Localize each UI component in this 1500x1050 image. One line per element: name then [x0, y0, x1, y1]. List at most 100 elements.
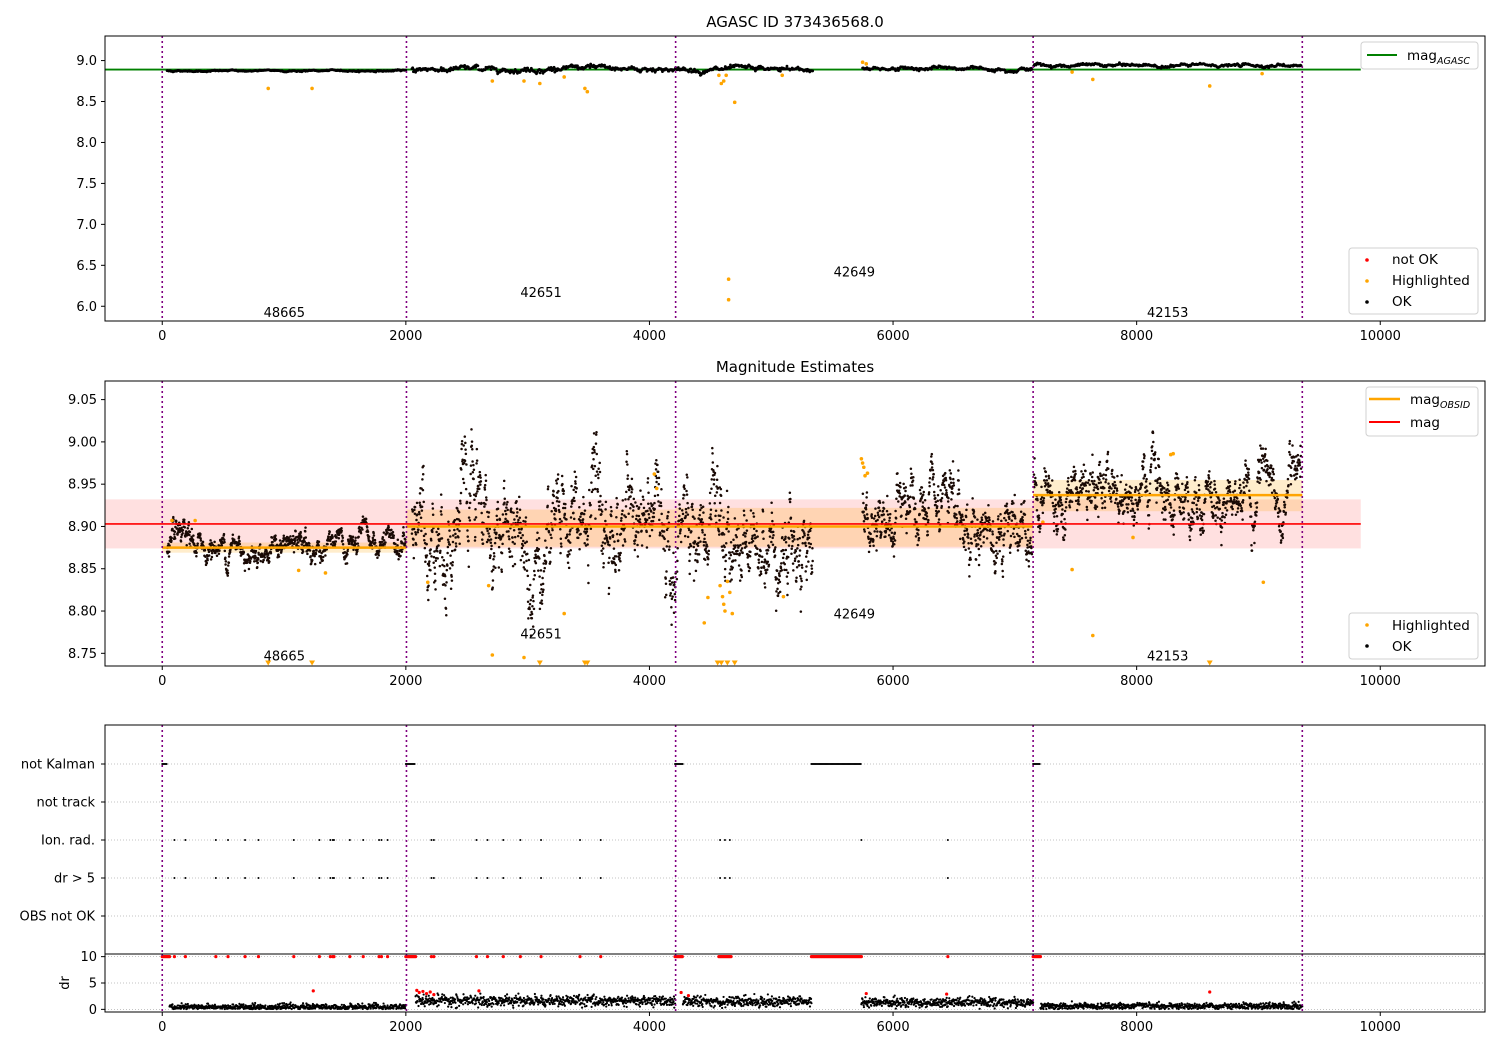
- ok-point: [478, 470, 482, 474]
- ok-point: [557, 500, 561, 504]
- ok-point: [989, 528, 992, 531]
- ok-point: [463, 435, 467, 438]
- ok-point: [670, 597, 674, 601]
- ok-point: [484, 479, 488, 482]
- ok-point: [1082, 463, 1086, 466]
- ok-point: [519, 536, 523, 540]
- ok-point: [685, 493, 689, 496]
- ok-point: [449, 554, 452, 557]
- ok-point: [892, 555, 896, 558]
- ok-point: [168, 550, 171, 554]
- ok-point: [417, 528, 420, 531]
- ok-point: [1053, 515, 1056, 518]
- ok-point: [1090, 479, 1094, 483]
- ok-point: [458, 519, 462, 523]
- ok-point: [473, 498, 476, 502]
- ok-point: [298, 539, 302, 542]
- ok-point: [436, 557, 439, 560]
- ok-point: [1067, 483, 1070, 487]
- ok-point: [475, 492, 478, 495]
- ok-point: [1066, 480, 1070, 483]
- x-tick-label: 8000: [1120, 329, 1153, 344]
- ok-point: [512, 529, 516, 532]
- ok-point: [422, 534, 426, 538]
- ok-point: [402, 533, 406, 537]
- ok-point: [1107, 482, 1110, 485]
- ok-point: [516, 534, 520, 538]
- ok-point: [440, 506, 443, 509]
- ok-point: [614, 563, 618, 567]
- ok-point: [1037, 518, 1040, 522]
- ok-point: [430, 555, 433, 558]
- ok-point: [921, 505, 924, 508]
- ok-point: [1090, 499, 1093, 503]
- ok-point: [788, 491, 792, 495]
- ok-point: [589, 527, 593, 530]
- ok-point: [904, 501, 907, 504]
- ok-point: [1025, 558, 1028, 561]
- ok-point: [532, 577, 535, 581]
- ok-point: [999, 513, 1002, 516]
- ok-point: [662, 530, 666, 533]
- ok-point: [1026, 528, 1030, 531]
- ok-point: [551, 68, 555, 72]
- ok-point: [991, 533, 994, 536]
- ok-point: [637, 531, 640, 534]
- ok-point: [632, 509, 635, 512]
- ok-point: [689, 544, 693, 548]
- ok-point: [462, 461, 466, 465]
- ok-point: [209, 558, 213, 561]
- ok-point: [554, 509, 558, 513]
- ok-point: [425, 542, 428, 546]
- ok-point: [771, 519, 774, 523]
- ok-point: [1113, 486, 1117, 490]
- ok-point: [475, 447, 479, 451]
- ok-point: [1075, 488, 1079, 491]
- ok-point: [796, 547, 799, 550]
- ok-point: [528, 583, 532, 587]
- ok-point: [1086, 518, 1089, 522]
- ok-point: [346, 553, 349, 556]
- ok-point: [1116, 505, 1120, 508]
- ok-point: [769, 527, 773, 530]
- ok-point: [683, 487, 686, 490]
- ok-point: [195, 551, 198, 554]
- ok-point: [687, 546, 691, 549]
- ok-point: [887, 533, 891, 537]
- ok-point: [774, 546, 777, 549]
- ok-point: [655, 459, 658, 462]
- ok-point: [242, 551, 246, 554]
- ok-point: [599, 494, 602, 498]
- ok-point: [1024, 549, 1027, 553]
- ok-point: [560, 474, 564, 478]
- ok-point: [484, 473, 487, 477]
- ok-point: [443, 574, 447, 578]
- ok-point: [437, 544, 440, 547]
- ok-point: [222, 532, 226, 536]
- ok-point: [659, 532, 662, 535]
- ok-point: [790, 533, 794, 537]
- ok-point: [949, 472, 953, 475]
- ok-point: [690, 530, 693, 533]
- ok-point: [600, 549, 603, 552]
- ok-point: [1129, 509, 1133, 513]
- ok-point: [574, 490, 578, 494]
- ok-point: [646, 477, 650, 480]
- ok-point: [733, 552, 736, 556]
- ok-point: [493, 541, 497, 545]
- ok-point: [964, 548, 967, 552]
- ok-point: [433, 572, 437, 576]
- ok-point: [673, 583, 676, 586]
- ok-point: [890, 531, 894, 535]
- ok-point: [939, 500, 943, 503]
- ok-point: [549, 560, 552, 564]
- ok-point: [333, 542, 337, 546]
- ok-point: [917, 536, 921, 540]
- ok-point: [480, 538, 484, 541]
- ok-point: [961, 538, 965, 541]
- ok-point: [926, 521, 930, 524]
- ok-point: [735, 535, 738, 539]
- ok-point: [505, 503, 508, 506]
- ok-point: [669, 583, 672, 586]
- ok-point: [657, 476, 661, 480]
